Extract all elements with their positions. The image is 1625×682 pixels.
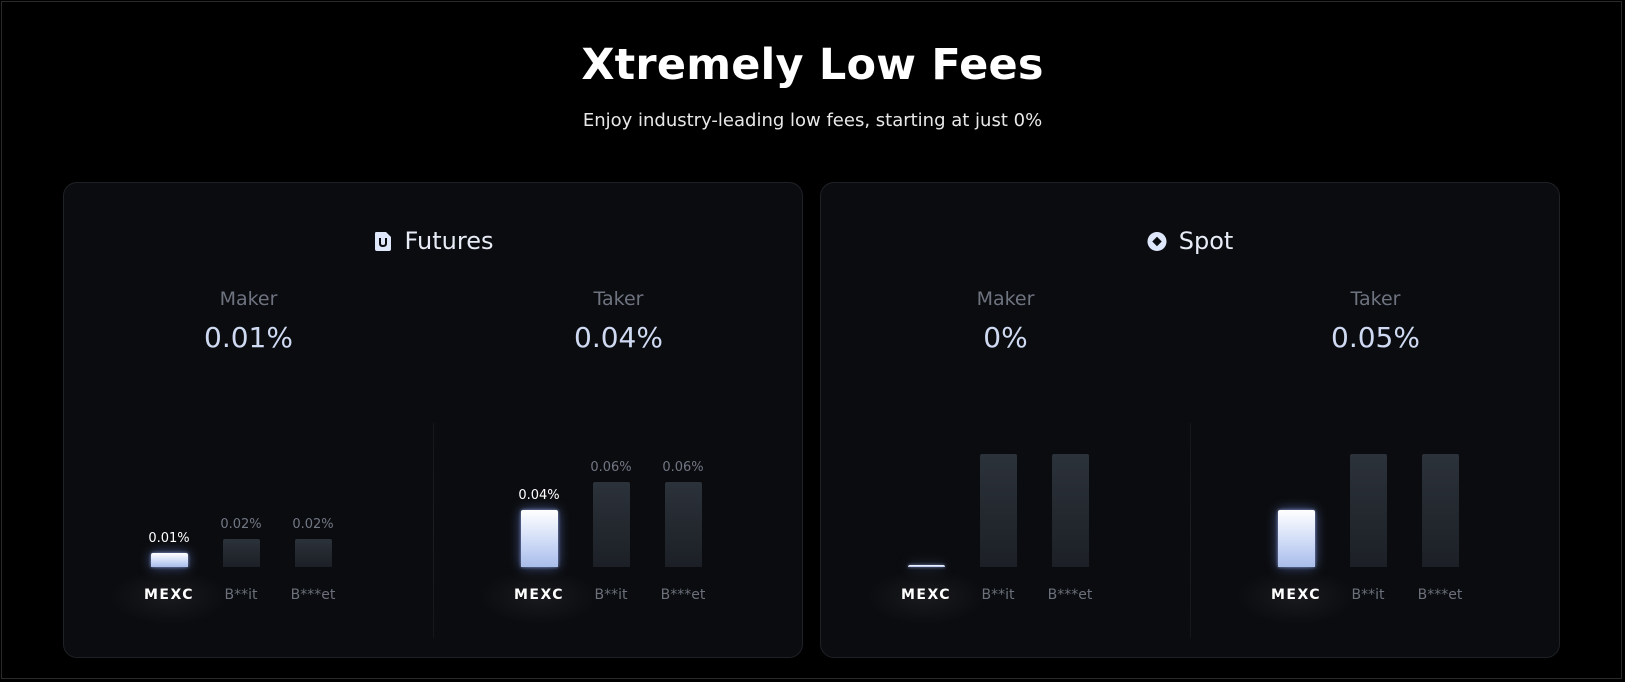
exchange-name-label: B**it xyxy=(594,587,628,603)
maker-fee-value: 0% xyxy=(983,321,1028,354)
exchange-name-label: B***et xyxy=(1047,587,1093,603)
competitor-fee-bar xyxy=(980,454,1017,567)
competitor-fee-bar xyxy=(295,539,332,567)
column-divider xyxy=(433,423,434,638)
page-title: Xtremely Low Fees xyxy=(581,40,1044,90)
page-subtitle: Enjoy industry-leading low fees, startin… xyxy=(582,110,1043,131)
taker-label: Taker xyxy=(1350,288,1401,310)
mexc-logo-label: MEXC xyxy=(513,587,565,603)
taker-fee-value: 0.05% xyxy=(1331,321,1420,354)
spot-fees-card: Spot Maker 0% MEXC B**it B***et Taker 0.05… xyxy=(820,182,1560,658)
competitor-fee-bar xyxy=(593,482,630,567)
fee-bar-chart: 0.04% MEXC 0.06% B**it 0.06% B***et xyxy=(434,183,803,657)
futures-fees-card: Futures Maker 0.01% 0.01% MEXC 0.02% B**it 0… xyxy=(63,182,803,658)
spot-title-text: Spot xyxy=(1178,227,1234,255)
spot-card-title: Spot xyxy=(821,227,1559,255)
mexc-fee-bar xyxy=(521,510,558,567)
exchange-name-label: B**it xyxy=(981,587,1015,603)
fee-bar-chart: MEXC B**it B***et xyxy=(1191,183,1560,657)
competitor-fee-bar xyxy=(223,539,260,567)
mexc-fee-bar xyxy=(151,553,188,567)
exchange-name-label: B***et xyxy=(290,587,336,603)
fee-bar-chart: MEXC B**it B***et xyxy=(821,183,1190,657)
bar-value-label: 0.01% xyxy=(148,531,190,546)
brand-glow xyxy=(866,569,986,625)
bar-value-label: 0.06% xyxy=(590,460,632,475)
mexc-fee-bar xyxy=(1278,510,1315,567)
spot-diamond-icon xyxy=(1147,231,1167,252)
brand-glow xyxy=(109,569,229,625)
competitor-fee-bar xyxy=(665,482,702,567)
competitor-fee-bar xyxy=(1422,454,1459,567)
bar-value-label: 0.02% xyxy=(292,517,334,532)
spot-taker-column: Taker 0.05% MEXC B**it B***et xyxy=(1191,183,1560,657)
exchange-name-label: B***et xyxy=(660,587,706,603)
bar-value-label: 0.02% xyxy=(220,517,262,532)
column-divider xyxy=(1190,423,1191,638)
futures-taker-column: Taker 0.04% 0.04% MEXC 0.06% B**it 0.06% B***… xyxy=(434,183,803,657)
exchange-name-label: B**it xyxy=(1351,587,1385,603)
futures-title-text: Futures xyxy=(404,227,494,255)
futures-maker-column: Maker 0.01% 0.01% MEXC 0.02% B**it 0.02% B***… xyxy=(64,183,433,657)
exchange-name-label: B***et xyxy=(1417,587,1463,603)
futures-card-title: Futures xyxy=(64,227,802,255)
competitor-fee-bar xyxy=(1052,454,1089,567)
exchange-name-label: B**it xyxy=(224,587,258,603)
mexc-logo-label: MEXC xyxy=(900,587,952,603)
mexc-logo-label: MEXC xyxy=(1270,587,1322,603)
competitor-fee-bar xyxy=(1350,454,1387,567)
taker-fee-value: 0.04% xyxy=(574,321,663,354)
brand-glow xyxy=(479,569,599,625)
bar-value-label: 0.06% xyxy=(662,460,704,475)
maker-label: Maker xyxy=(976,288,1035,310)
maker-fee-value: 0.01% xyxy=(204,321,293,354)
maker-label: Maker xyxy=(219,288,278,310)
brand-glow xyxy=(1236,569,1356,625)
bar-value-label: 0.04% xyxy=(518,488,560,503)
mexc-fee-bar xyxy=(908,565,945,567)
futures-u-icon xyxy=(373,231,393,252)
fee-bar-chart: 0.01% MEXC 0.02% B**it 0.02% B***et xyxy=(64,183,433,657)
spot-maker-column: Maker 0% MEXC B**it B***et xyxy=(821,183,1190,657)
mexc-logo-label: MEXC xyxy=(143,587,195,603)
taker-label: Taker xyxy=(593,288,644,310)
